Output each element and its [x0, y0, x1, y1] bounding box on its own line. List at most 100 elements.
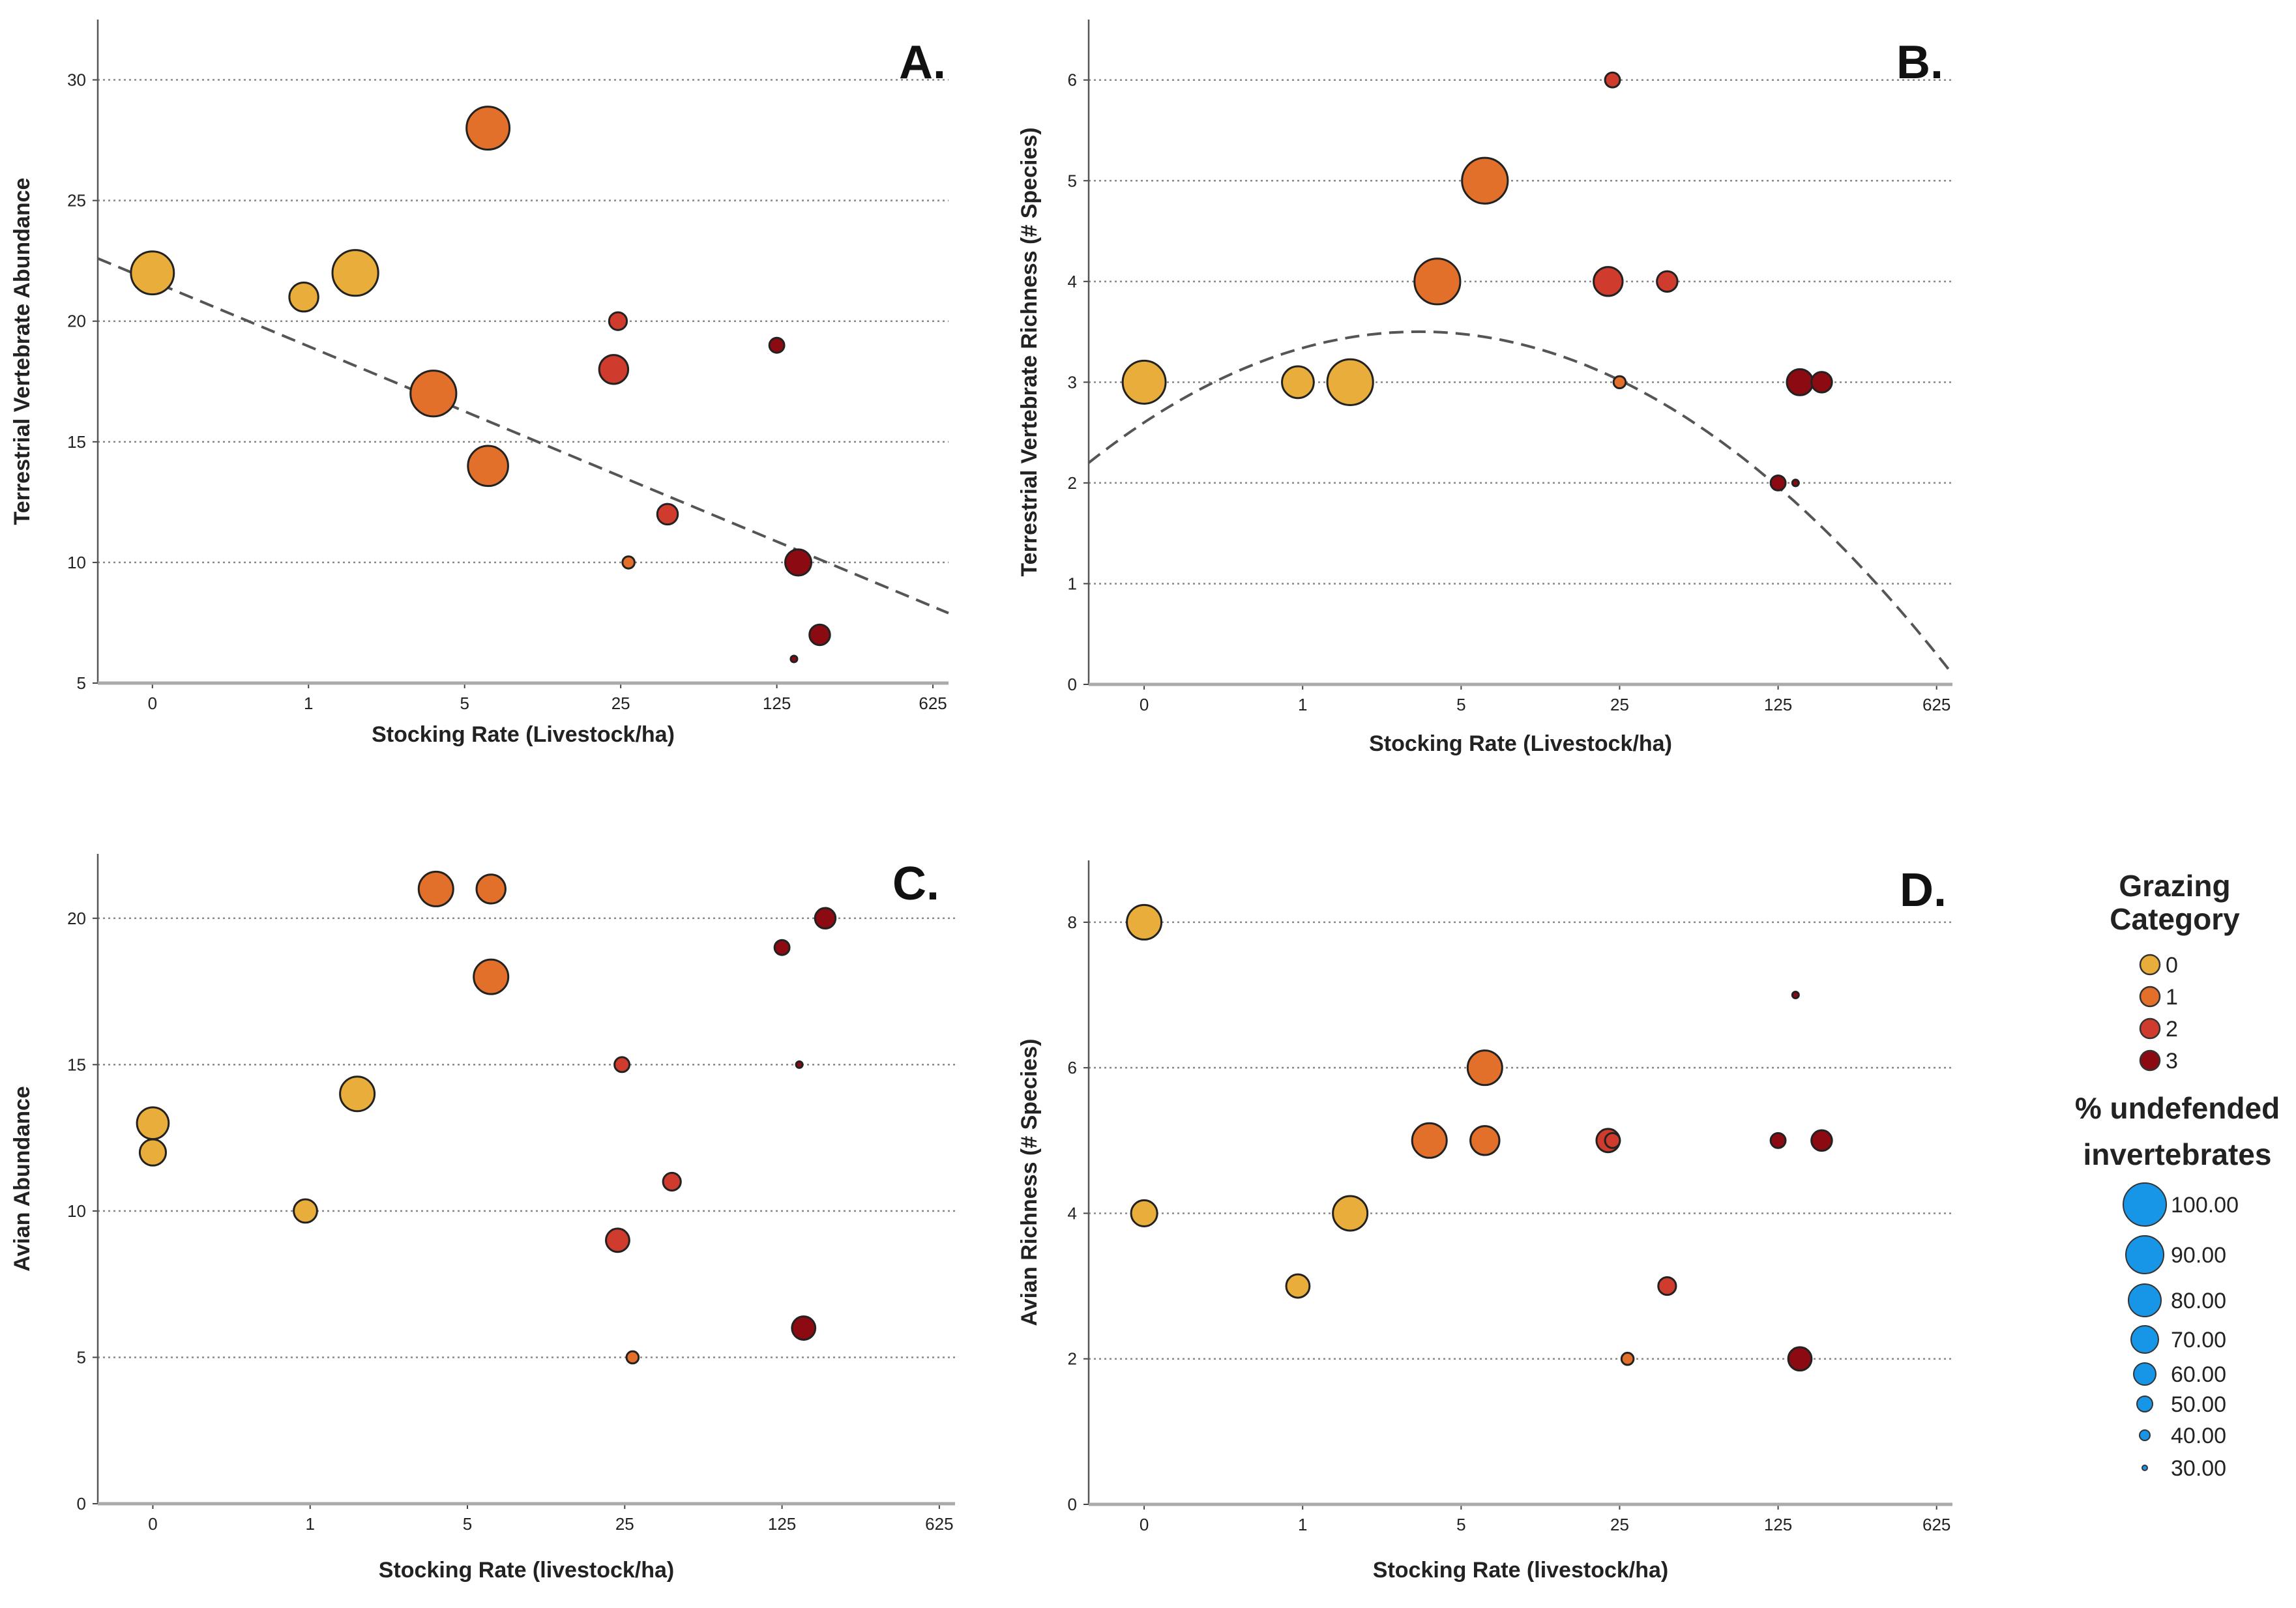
legend-size-marker	[2136, 1396, 2153, 1412]
x-tick-label: 125	[1764, 1515, 1792, 1534]
y-tick-label: 3	[1068, 372, 1077, 392]
y-tick-label: 8	[1068, 913, 1077, 932]
y-axis-label: Terrestrial Vertebrate Richness (# Speci…	[1017, 127, 1042, 576]
y-tick-label: 15	[67, 1055, 86, 1074]
data-point	[656, 503, 679, 526]
data-point	[1121, 359, 1167, 405]
x-axis-label: Stocking Rate (livestock/ha)	[1373, 1558, 1668, 1583]
legend-color-title-line1: Grazing	[2119, 869, 2230, 903]
x-tick-label: 625	[1922, 1515, 1950, 1534]
data-point	[808, 623, 831, 647]
data-point	[605, 1227, 630, 1253]
y-tick-label: 0	[1068, 1495, 1077, 1514]
data-point	[475, 873, 507, 905]
data-point	[621, 555, 636, 570]
y-tick-label: 25	[67, 191, 86, 211]
data-point	[613, 1056, 631, 1074]
y-tick-label: 6	[1068, 70, 1077, 90]
legend-color-title-line2: Category	[2110, 902, 2240, 936]
legend-size-label: 80.00	[2171, 1289, 2226, 1313]
y-tick-label: 20	[67, 909, 86, 928]
legend-category-label: 0	[2166, 953, 2178, 978]
legend-size-title-line1: % undefended	[2075, 1091, 2280, 1125]
y-tick-label: 4	[1068, 272, 1077, 291]
data-point	[608, 311, 628, 331]
data-point	[130, 250, 175, 296]
y-tick-label: 10	[67, 1201, 86, 1221]
x-tick-label: 5	[1456, 1515, 1465, 1534]
x-tick-label: 1	[1298, 695, 1307, 714]
data-point	[1787, 1346, 1813, 1372]
data-point	[288, 282, 319, 313]
legend-category-marker	[2139, 1017, 2161, 1040]
x-axis-label: Stocking Rate (livestock/ha)	[379, 1558, 674, 1583]
data-point	[473, 958, 510, 995]
data-point	[138, 1138, 167, 1167]
x-tick-label: 625	[925, 1514, 953, 1534]
x-tick-label: 1	[305, 1514, 314, 1534]
y-tick-label: 30	[67, 70, 86, 90]
data-point	[598, 354, 630, 385]
y-tick-label: 5	[77, 673, 86, 693]
data-point	[1791, 478, 1800, 488]
y-tick-label: 5	[77, 1347, 86, 1367]
data-point	[1656, 270, 1679, 293]
legend-category-marker	[2139, 986, 2161, 1008]
data-point	[1126, 903, 1163, 941]
data-point	[1604, 1132, 1621, 1149]
legend-category-label: 1	[2166, 985, 2178, 1010]
data-point	[409, 370, 458, 418]
data-point	[465, 106, 511, 151]
legend: Grazing Category 0 1 2 3 % undefended inver…	[2075, 869, 2280, 1481]
x-tick-label: 5	[1456, 695, 1465, 714]
y-tick-label: 20	[67, 312, 86, 331]
x-tick-label: 0	[1140, 695, 1149, 714]
legend-size-title-line2: invertebrates	[2083, 1137, 2272, 1171]
x-tick-label: 0	[1140, 1515, 1149, 1534]
y-tick-label: 2	[1068, 473, 1077, 493]
x-tick-label: 25	[615, 1514, 634, 1534]
legend-size-marker	[2128, 1283, 2162, 1317]
data-point	[791, 1315, 817, 1341]
y-axis-label: Avian Richness (# Species)	[1017, 1039, 1042, 1326]
data-point	[1469, 1125, 1501, 1156]
y-axis-label: Avian Abundance	[10, 1086, 35, 1272]
data-point	[814, 907, 837, 930]
panel-letter: D.	[1900, 864, 1947, 916]
x-tick-label: 25	[1610, 1515, 1629, 1534]
y-axis-label: Terrestrial Vertebrate Abundance	[10, 178, 35, 525]
data-point	[1620, 1351, 1635, 1366]
data-point	[1612, 375, 1627, 390]
panel-letter: A.	[899, 37, 946, 89]
legend-category-label: 3	[2166, 1049, 2178, 1074]
legend-size-label: 40.00	[2171, 1424, 2226, 1448]
legend-size-marker	[2123, 1182, 2167, 1227]
legend-size-marker	[2125, 1235, 2164, 1274]
data-point	[662, 1171, 682, 1192]
panel-letter: C.	[892, 858, 939, 910]
x-tick-label: 5	[463, 1514, 472, 1534]
data-point	[1657, 1276, 1677, 1296]
x-tick-label: 25	[1610, 695, 1629, 714]
y-tick-label: 0	[77, 1494, 86, 1513]
data-point	[331, 249, 379, 297]
data-point	[789, 654, 799, 664]
x-tick-label: 5	[460, 694, 469, 713]
x-tick-label: 25	[611, 694, 630, 713]
x-tick-label: 125	[768, 1514, 796, 1534]
x-tick-label: 125	[1764, 695, 1792, 714]
legend-category-items: 0 1 2 3	[2139, 953, 2178, 1074]
y-tick-label: 6	[1068, 1058, 1077, 1077]
y-tick-label: 0	[1068, 675, 1077, 694]
data-point	[1769, 474, 1787, 491]
data-point	[1332, 1195, 1369, 1232]
legend-size-marker	[2139, 1429, 2151, 1441]
data-point	[293, 1198, 318, 1224]
legend-size-label: 100.00	[2171, 1193, 2239, 1218]
data-point	[1461, 156, 1509, 205]
legend-size-label: 30.00	[2171, 1456, 2226, 1481]
data-point	[1810, 371, 1833, 394]
panel-d: 0 2 4 6 8 0 1 5 25 125 625 Stocking Rate (livestock…	[1017, 860, 1952, 1583]
